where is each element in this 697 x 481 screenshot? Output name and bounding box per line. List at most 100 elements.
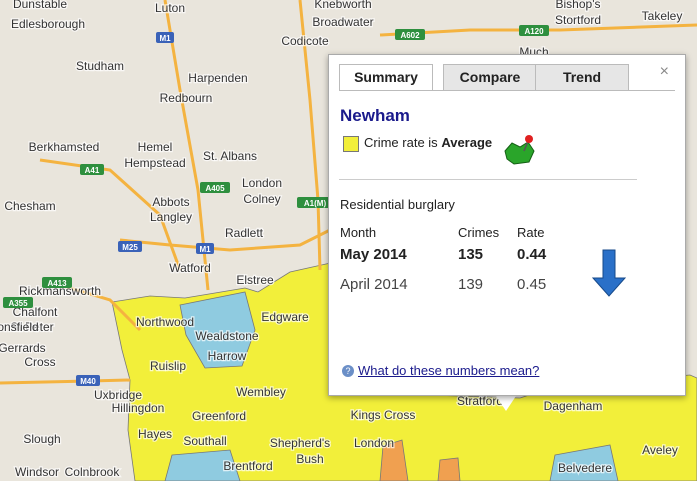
tab[interactable]: Trend bbox=[535, 64, 629, 91]
trend-arrow bbox=[591, 249, 627, 297]
place-label: Cross bbox=[24, 355, 55, 369]
road-label: A405 bbox=[205, 184, 225, 193]
separator bbox=[339, 179, 637, 180]
place-label: Bishop's bbox=[556, 0, 601, 11]
place-label: Wealdstone bbox=[195, 329, 258, 343]
column-header: Month bbox=[340, 225, 377, 240]
place-label: Dagenham bbox=[544, 399, 603, 413]
place-label: Watford bbox=[169, 261, 211, 275]
road bbox=[163, 0, 210, 291]
place-label: Kings Cross bbox=[351, 408, 416, 422]
road-shield bbox=[297, 197, 333, 208]
place-label: Southall bbox=[183, 434, 226, 448]
road-label: M1 bbox=[199, 245, 211, 254]
road-label: A355 bbox=[8, 299, 28, 308]
place-label: Hillingdon bbox=[112, 401, 165, 415]
place-label: Gerrards bbox=[0, 341, 46, 355]
district-below bbox=[164, 449, 241, 481]
place-label: Hemel bbox=[138, 140, 173, 154]
place-label: Windsor bbox=[15, 465, 59, 479]
road-label: M25 bbox=[122, 243, 138, 252]
place-label: Ruislip bbox=[150, 359, 186, 373]
place-label: Harrow bbox=[208, 349, 247, 363]
help: ? What do these numbers mean? bbox=[342, 363, 539, 378]
place-label: Edlesborough bbox=[11, 17, 85, 31]
district-below bbox=[179, 291, 256, 369]
area-icon bbox=[504, 135, 535, 165]
table-cell: 0.45 bbox=[517, 276, 547, 293]
place-label: Broadwater bbox=[312, 15, 373, 29]
place-label: Abbots bbox=[152, 195, 189, 209]
road-shield bbox=[196, 243, 214, 254]
road-label: A1(M) bbox=[304, 199, 327, 208]
place-label: Takeley bbox=[642, 9, 683, 23]
rate-prefix: Crime rate is bbox=[364, 135, 438, 150]
road-shield bbox=[3, 297, 33, 308]
popup-pointer bbox=[494, 393, 518, 411]
place-label: Wembley bbox=[236, 385, 286, 399]
place-label: Bush bbox=[296, 452, 323, 466]
place-label: Redbourn bbox=[160, 91, 213, 105]
road-shield bbox=[519, 25, 549, 36]
place-label: London bbox=[354, 436, 394, 450]
place-label: Stratford bbox=[457, 394, 503, 408]
rate-level: Average bbox=[441, 135, 493, 150]
crime-category: Residential burglary bbox=[340, 197, 455, 212]
road-label: M40 bbox=[80, 377, 96, 386]
place-label: Shepherd's bbox=[270, 436, 330, 450]
place-label: Luton bbox=[155, 1, 185, 15]
place-label: Codicote bbox=[281, 34, 329, 48]
place-label: Dunstable bbox=[13, 0, 67, 11]
table-cell: 139 bbox=[458, 276, 484, 293]
road-shield bbox=[76, 375, 100, 386]
place-label: Berkhamsted bbox=[29, 140, 100, 154]
place-label: Chesham bbox=[4, 199, 55, 213]
road-shield bbox=[200, 182, 230, 193]
place-label: Studham bbox=[76, 59, 124, 73]
road bbox=[119, 228, 331, 252]
info-popup: Summary Compare Trend × Newham Crime rat… bbox=[328, 54, 686, 396]
place-label: Hayes bbox=[138, 427, 172, 441]
table-cell: April 2014 bbox=[340, 276, 408, 293]
road-shield bbox=[156, 32, 174, 43]
road-shield bbox=[42, 277, 72, 288]
tab-line bbox=[339, 90, 675, 91]
rate-line: Crime rate is Average bbox=[364, 135, 492, 150]
road-shield bbox=[118, 241, 142, 252]
place-label: Slough bbox=[23, 432, 60, 446]
place-label: onsfield bbox=[0, 320, 39, 334]
place-label: Harpenden bbox=[188, 71, 247, 85]
place-label: Stortford bbox=[555, 13, 601, 27]
place-label: Belvedere bbox=[558, 461, 612, 475]
place-label: Hempstead bbox=[124, 156, 185, 170]
help-icon: ? bbox=[342, 365, 354, 377]
area-name: Newham bbox=[340, 106, 410, 125]
road bbox=[39, 158, 182, 271]
place-label: Northwood bbox=[136, 315, 194, 329]
road-shield bbox=[395, 29, 425, 40]
place-label: Rickmansworth bbox=[19, 284, 101, 298]
table-cell: May 2014 bbox=[340, 246, 407, 263]
road bbox=[59, 283, 142, 332]
help-link[interactable]: What do these numbers mean? bbox=[358, 363, 540, 378]
column-header: Crimes bbox=[458, 225, 500, 240]
place-label: Uxbridge bbox=[94, 388, 142, 402]
district-above bbox=[437, 457, 461, 481]
table-cell: 135 bbox=[458, 246, 484, 263]
place-label: Colnbrook bbox=[65, 465, 121, 479]
table-cell: 0.44 bbox=[517, 246, 547, 263]
tab[interactable]: Compare bbox=[443, 64, 537, 91]
tab[interactable]: Summary bbox=[339, 64, 433, 91]
road-shield bbox=[80, 164, 104, 175]
place-label: Radlett bbox=[225, 226, 264, 240]
place-label: Langley bbox=[150, 210, 192, 224]
place-label: Brentford bbox=[223, 459, 272, 473]
place-label: Greenford bbox=[192, 409, 246, 423]
close-button[interactable]: × bbox=[659, 63, 669, 80]
place-label: Knebworth bbox=[314, 0, 371, 11]
place-label: Edgware bbox=[261, 310, 309, 324]
district-below bbox=[549, 444, 619, 481]
place-label: Aveley bbox=[642, 443, 678, 457]
rate-swatch bbox=[343, 136, 359, 152]
